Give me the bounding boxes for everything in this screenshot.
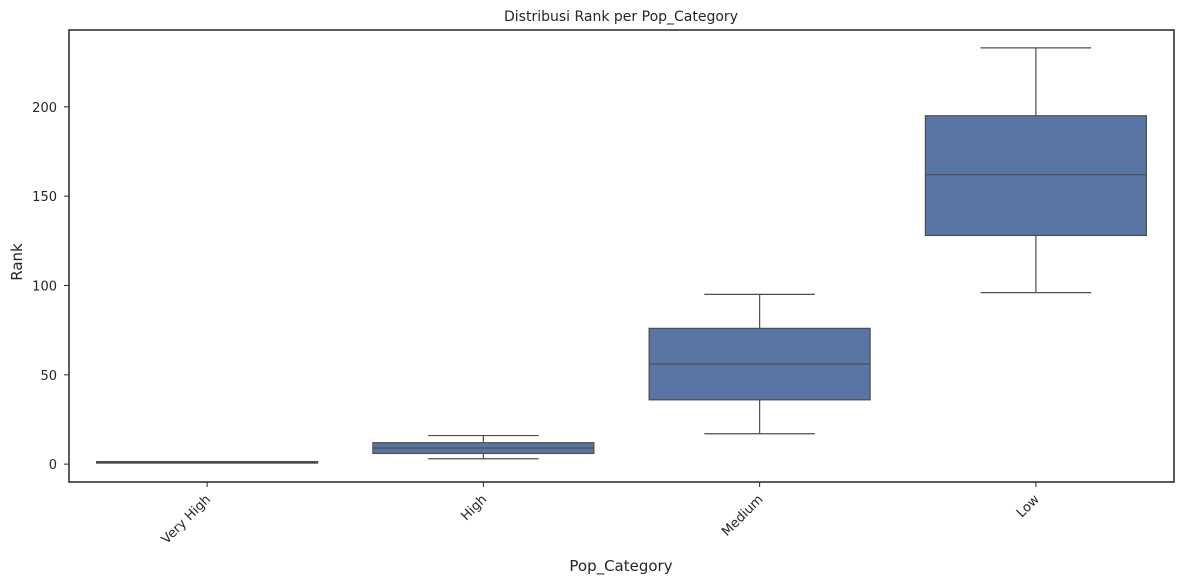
y-tick-label: 150: [32, 190, 57, 205]
x-tick-label-high: High: [458, 492, 490, 524]
plot-frame: [68, 29, 1175, 483]
x-tick-label-very-high: Very High: [159, 492, 214, 547]
y-tick-label: 200: [32, 101, 57, 116]
y-axis-title: Rank: [8, 243, 26, 281]
y-tick-label: 0: [49, 458, 57, 473]
y-tick-label: 50: [40, 369, 57, 384]
box-low: [924, 115, 1147, 237]
plot-area: 0 50 100 150 200 Very High High Medium Low: [32, 47, 1147, 547]
x-axis-title: Pop_Category: [569, 557, 672, 576]
chart-title: Distribusi Rank per Pop_Category: [504, 9, 738, 25]
y-tick-label: 100: [32, 279, 57, 294]
x-tick-label-low: Low: [1014, 492, 1043, 521]
x-tick-label-medium: Medium: [719, 492, 766, 539]
